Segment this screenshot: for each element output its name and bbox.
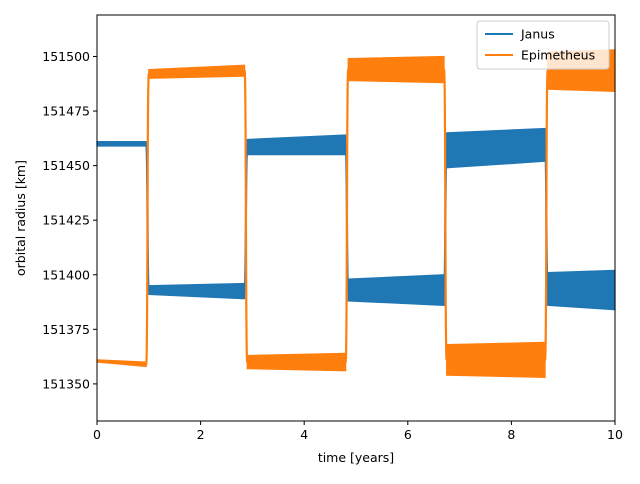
band-janus-2 xyxy=(246,134,347,156)
y-axis-label: orbital radius [km] xyxy=(13,160,28,276)
band-epimetheus-4 xyxy=(446,341,546,378)
y-axis: 151350 151375 151400 151425 151450 151475 1515… xyxy=(42,49,97,391)
legend-label-janus: Janus xyxy=(520,27,555,42)
y-tick-label-151500: 151500 xyxy=(42,49,90,64)
band-janus-4 xyxy=(446,127,546,169)
transition-epimetheus-3 xyxy=(442,68,448,361)
band-janus-3 xyxy=(347,274,445,306)
x-tick-label-8: 8 xyxy=(507,427,515,442)
band-epimetheus-0 xyxy=(96,359,147,368)
y-tick-label-151350: 151350 xyxy=(42,376,90,391)
transition-epimetheus-0 xyxy=(145,72,150,366)
y-tick-label-151425: 151425 xyxy=(42,213,90,228)
transition-epimetheus-2 xyxy=(344,68,350,364)
x-tick-label-6: 6 xyxy=(404,427,412,442)
band-janus-5 xyxy=(547,269,616,311)
band-janus-1 xyxy=(148,282,246,300)
y-tick-label-151475: 151475 xyxy=(42,104,90,119)
x-axis-label: time [years] xyxy=(318,450,394,465)
band-epimetheus-2 xyxy=(246,352,347,372)
y-tick-label-151400: 151400 xyxy=(42,267,90,282)
band-epimetheus-3 xyxy=(347,55,445,84)
x-tick-label-2: 2 xyxy=(197,427,205,442)
x-tick-label-0: 0 xyxy=(93,427,101,442)
band-epimetheus-1 xyxy=(148,64,246,79)
plot-frame xyxy=(96,14,616,422)
x-tick-label-10: 10 xyxy=(607,427,623,442)
y-tick-label-151375: 151375 xyxy=(42,322,90,337)
legend-label-epimetheus: Epimetheus xyxy=(521,48,595,63)
x-tick-label-4: 4 xyxy=(300,427,308,442)
transition-epimetheus-1 xyxy=(243,69,249,364)
legend: Janus Epimetheus xyxy=(476,20,610,70)
band-janus-0 xyxy=(96,141,147,147)
y-tick-label-151450: 151450 xyxy=(42,158,90,173)
x-axis: 0 2 4 6 8 10 xyxy=(93,421,623,442)
series-bands xyxy=(96,49,616,378)
transition-epimetheus-4 xyxy=(543,69,549,361)
